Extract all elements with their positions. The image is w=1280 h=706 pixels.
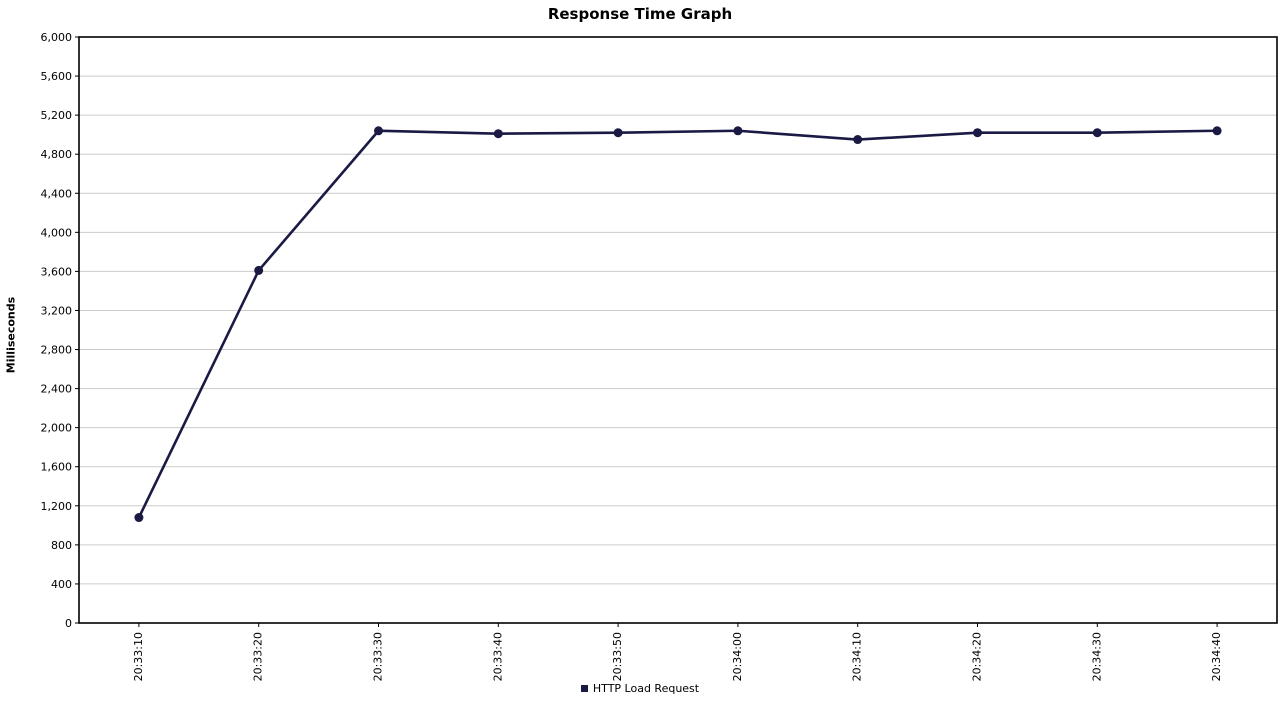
x-tick-label: 20:34:30 [1090,632,1103,681]
x-tick-label: 20:33:40 [491,632,504,681]
data-point [134,513,144,523]
y-tick-label: 4,400 [41,187,73,200]
y-tick-label: 4,800 [41,148,73,161]
y-tick-label: 5,600 [41,70,73,83]
y-tick-label: 5,200 [41,109,73,122]
data-point [493,129,503,139]
x-tick-label: 20:33:50 [611,632,624,681]
x-tick-label: 20:34:40 [1210,632,1223,681]
chart-title: Response Time Graph [547,5,733,23]
data-point [733,126,743,136]
y-tick-label: 800 [51,539,72,552]
y-tick-label: 1,200 [41,500,73,513]
data-point [1092,128,1102,138]
x-tick-label: 20:33:10 [132,632,145,681]
legend-series-label: HTTP Load Request [592,682,700,695]
data-point [1212,126,1222,136]
x-tick-label: 20:33:20 [252,632,265,681]
plot-border [78,36,1278,624]
series-line [137,129,1219,519]
y-tick-label: 1,600 [41,461,73,474]
x-tick-label: 20:34:20 [971,632,984,681]
y-tick-label: 3,200 [41,304,73,317]
y-tick-label: 6,000 [41,31,73,44]
x-tick-label: 20:34:00 [731,632,744,681]
y-tick-label: 0 [65,617,72,630]
data-point [853,135,863,145]
y-tick-label: 2,800 [41,344,73,357]
y-tick-label: 400 [51,578,72,591]
y-tick-label: 4,000 [41,226,73,239]
y-tick-label: 2,400 [41,383,73,396]
plot-area [79,37,1277,623]
legend: HTTP Load Request [0,682,1280,695]
x-tick-label: 20:33:30 [372,632,385,681]
x-tick-label: 20:34:10 [851,632,864,681]
legend-swatch-icon [580,685,588,692]
y-tick-label: 3,600 [41,265,73,278]
data-point [613,128,623,138]
data-point [254,265,264,275]
y-tick-label: 2,000 [41,422,73,435]
data-point [973,128,982,138]
data-point [374,126,383,136]
